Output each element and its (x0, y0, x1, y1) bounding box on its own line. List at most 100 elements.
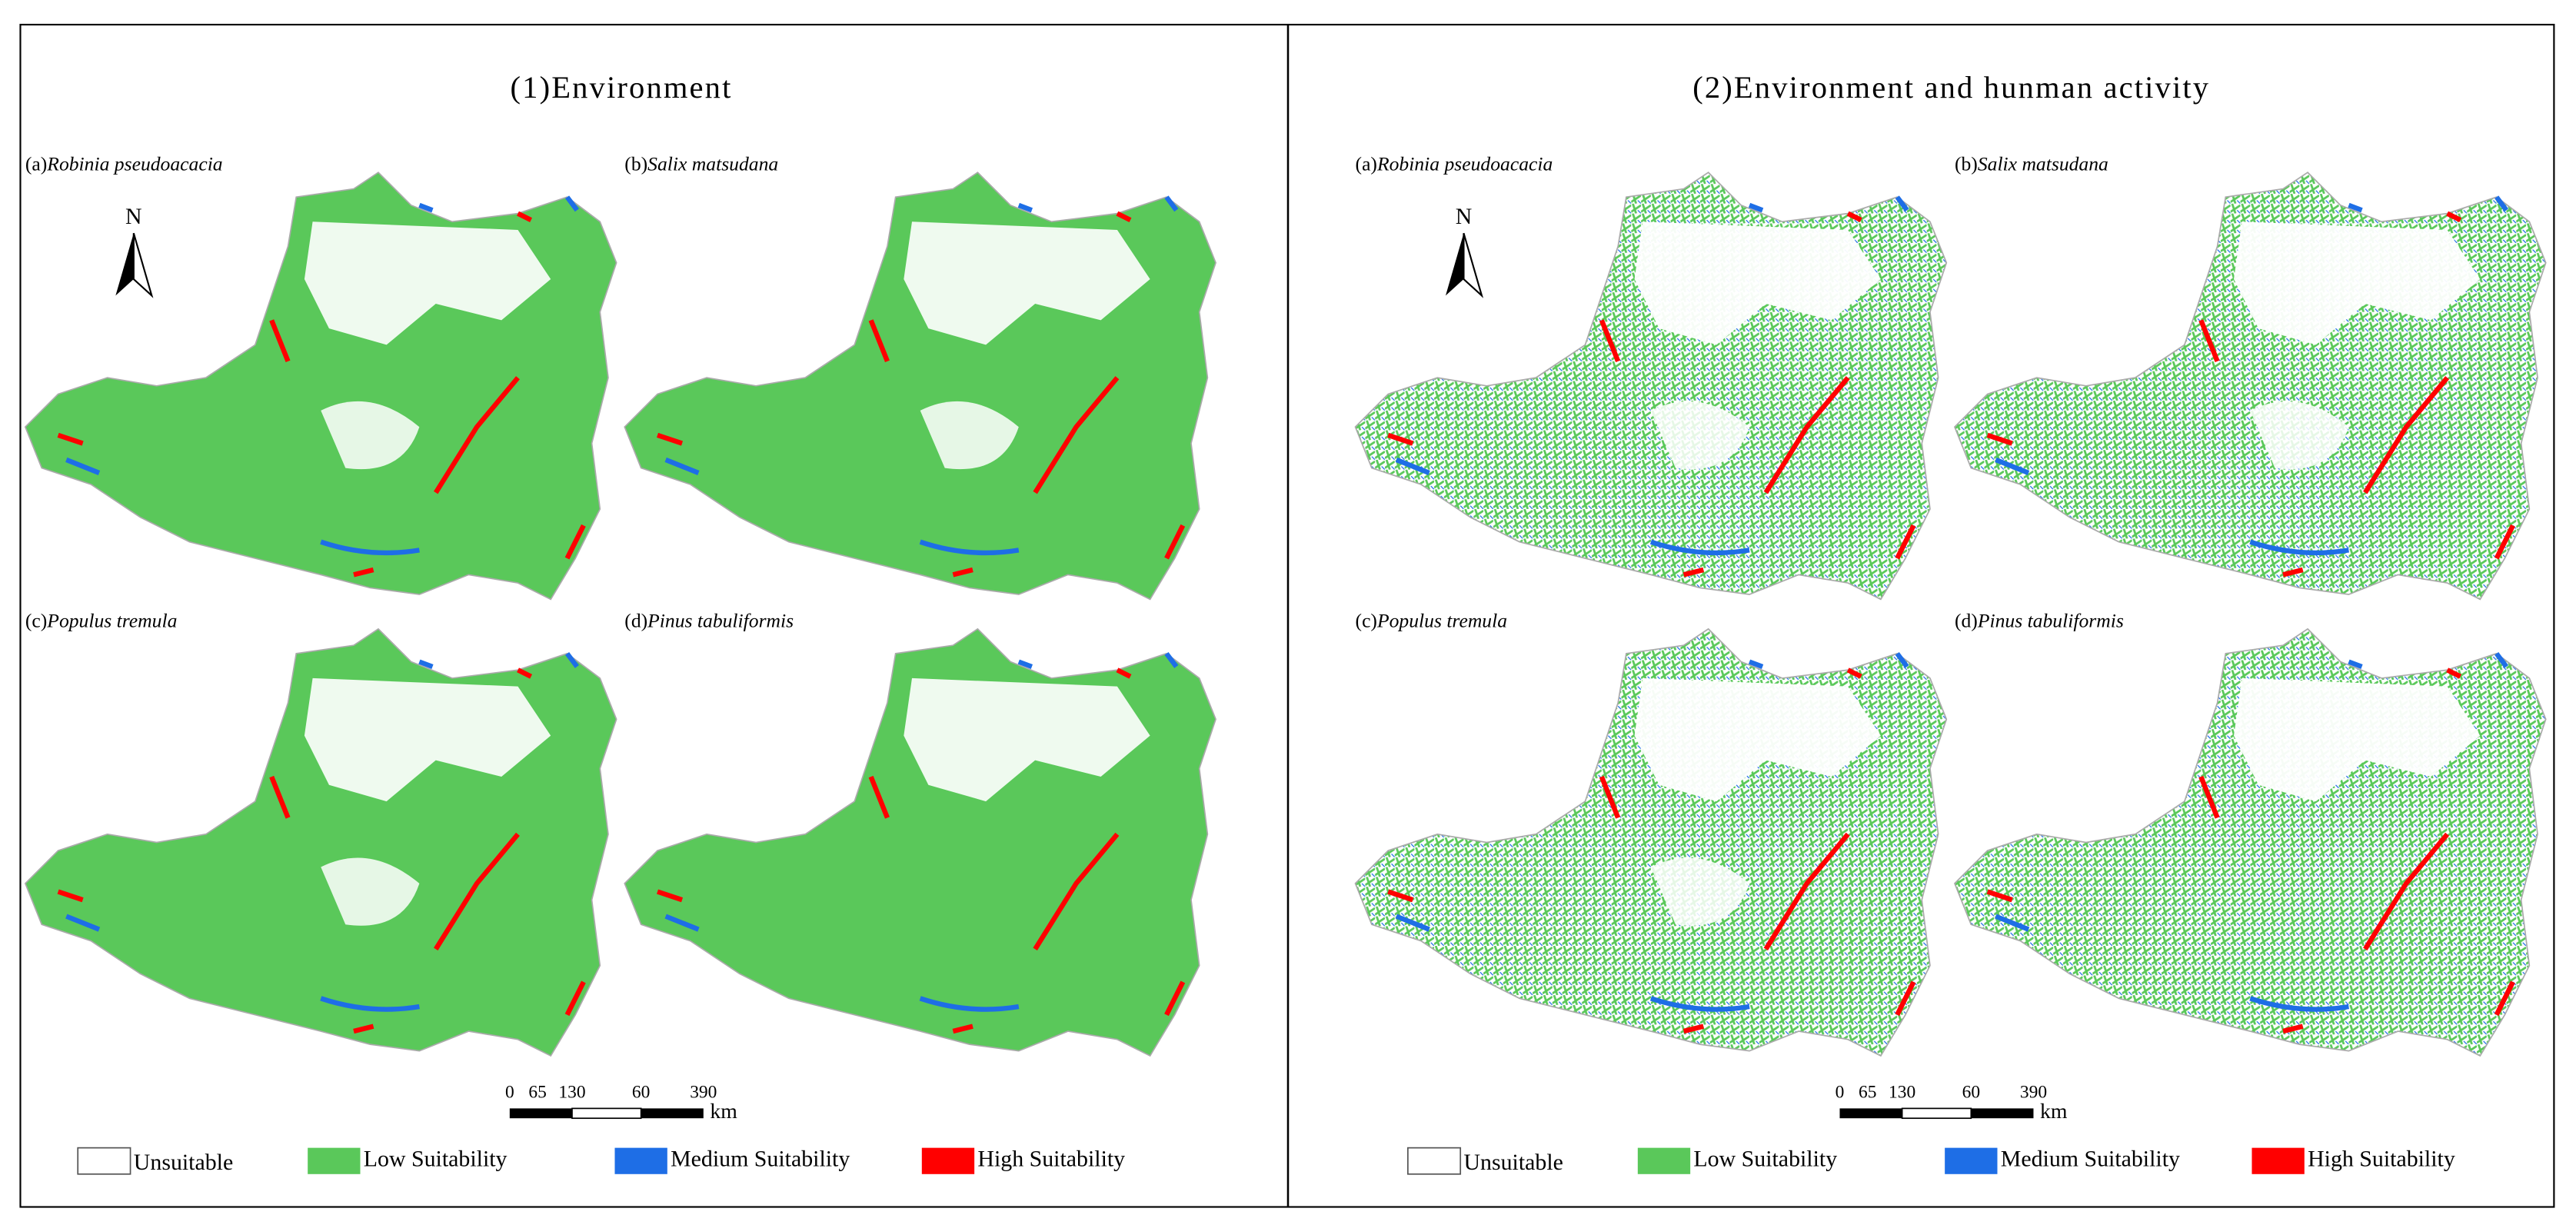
high-patch (1599, 775, 1621, 819)
medium-patch (2249, 539, 2349, 556)
scale-label: 390 (2020, 1083, 2047, 1103)
high-patch (1033, 376, 1120, 494)
medium-patch (65, 914, 101, 932)
species-name: Populus tremula (46, 609, 177, 631)
species-name: Populus tremula (1376, 609, 1507, 631)
scale-segment (509, 1108, 572, 1119)
legend-label: Low Suitability (364, 1147, 508, 1172)
unsuitable-area (2233, 677, 2481, 802)
high-patch (1033, 832, 1120, 950)
map-label: (c)Populus tremula (1356, 609, 1508, 631)
high-patch (1846, 211, 1862, 223)
map-label: (a)Robinia pseudoacacia (25, 153, 223, 175)
medium-patch (919, 996, 1020, 1012)
map-prefix: (d) (1955, 609, 1978, 631)
high-patch (1986, 432, 2013, 446)
medium-patch (65, 457, 101, 475)
map-prefix: (b) (624, 153, 647, 175)
species-name: Salix matsudana (1978, 153, 2108, 175)
medium-patch (1995, 914, 2030, 932)
medium-patch (1995, 457, 2030, 475)
legend-swatch (1945, 1147, 1998, 1174)
high-patch (952, 1024, 973, 1034)
scale-label: 0 (1835, 1083, 1845, 1103)
medium-patch (2494, 651, 2509, 668)
suitability-map (624, 171, 1216, 601)
legend-label: High Suitability (2308, 1147, 2455, 1172)
high-patch (2363, 832, 2450, 950)
medium-patch (2348, 659, 2363, 669)
high-patch (269, 319, 291, 362)
high-patch (2282, 1024, 2304, 1034)
species-name: Pinus tabuliformis (1977, 609, 2124, 631)
panel-title: (2)Environment and hunman activity (1692, 70, 2210, 105)
scale-label: 65 (1859, 1083, 1876, 1103)
medium-patch (2348, 202, 2363, 213)
north-arrow (1463, 232, 1484, 298)
unsuitable-area (1634, 221, 1881, 345)
legend-swatch (1407, 1147, 1462, 1175)
high-patch (1895, 524, 1916, 560)
scale-segment (1901, 1107, 1972, 1120)
suitability-map (1354, 627, 1948, 1057)
high-patch (1763, 832, 1850, 950)
high-patch (1599, 319, 1621, 362)
unsuitable-area (1634, 677, 1881, 802)
suitability-map (1953, 171, 2547, 601)
panel-title: (1)Environment (511, 70, 733, 105)
high-patch (1387, 889, 1414, 903)
unsuitable-area (321, 857, 420, 926)
medium-patch (565, 651, 579, 668)
scale-segment (641, 1108, 704, 1119)
medium-patch (1895, 195, 1909, 212)
north-arrow (115, 233, 134, 296)
high-patch (1846, 667, 1862, 679)
suitability-map (1953, 627, 2547, 1057)
medium-patch (1649, 539, 1750, 556)
legend-label: Unsuitable (1463, 1150, 1563, 1175)
high-patch (1986, 889, 2013, 903)
map-label: (d)Pinus tabuliformis (624, 609, 794, 631)
scale-label: 130 (1889, 1083, 1915, 1103)
species-name: Robinia pseudoacacia (1376, 153, 1553, 175)
north-arrow (132, 232, 154, 298)
map-prefix: (a) (25, 153, 47, 175)
medium-patch (418, 659, 434, 669)
medium-patch (320, 539, 420, 556)
high-patch (2494, 980, 2515, 1017)
scale-unit: km (710, 1100, 737, 1123)
map-prefix: (c) (25, 609, 47, 631)
medium-patch (418, 202, 434, 213)
medium-patch (1748, 202, 1764, 213)
legend-swatch (921, 1147, 975, 1174)
species-name: Robinia pseudoacacia (46, 153, 222, 175)
medium-patch (2494, 195, 2509, 212)
unsuitable-area (2250, 401, 2349, 470)
medium-patch (1395, 457, 1430, 475)
high-patch (434, 376, 520, 494)
scale-label: 390 (690, 1083, 717, 1103)
high-patch (2282, 567, 2304, 578)
panel: (1)Environment (a)Robinia pseudoacacia (b)… (24, 70, 1216, 1175)
medium-patch (664, 914, 700, 932)
scale-label: 65 (528, 1083, 546, 1103)
medium-patch (664, 457, 700, 475)
high-patch (2198, 319, 2220, 362)
medium-patch (320, 996, 420, 1012)
high-patch (269, 775, 291, 819)
unsuitable-area (304, 677, 551, 802)
high-patch (1387, 432, 1414, 446)
suitability-map (24, 627, 617, 1057)
north-arrow (1445, 233, 1464, 296)
north-label: N (125, 204, 142, 229)
suitability-map (1354, 171, 1948, 601)
map-label: (b)Salix matsudana (1955, 153, 2108, 175)
scale-label: 60 (1962, 1083, 1980, 1103)
panel: (2)Environment and hunman activity (a)Rob… (1354, 70, 2547, 1175)
high-patch (868, 775, 890, 819)
unsuitable-area (1650, 401, 1750, 470)
high-patch (517, 667, 533, 679)
high-patch (2363, 376, 2450, 494)
high-patch (656, 889, 684, 903)
map-prefix: (a) (1356, 153, 1377, 175)
